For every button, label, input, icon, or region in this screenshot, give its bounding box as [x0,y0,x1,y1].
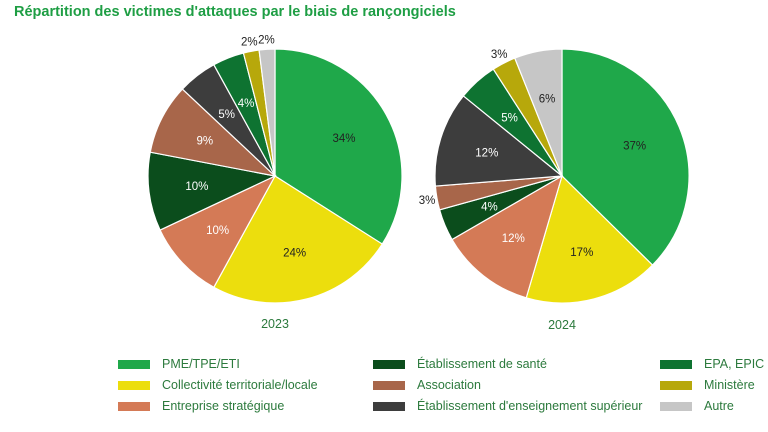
legend-swatch [373,359,405,369]
slice-data-label: 37% [623,141,646,153]
slice-data-label: 2% [258,34,275,46]
legend-label: EPA, EPIC [704,357,765,371]
pie-chart-2024: 37% 17% 12% 4% 3% 12% 5% 3% 6% 2024 [419,48,690,332]
legend-swatch [118,359,150,369]
slice-data-label: 34% [332,133,355,145]
year-label: 2024 [548,318,576,332]
pie-slice [451,174,563,299]
pie-slice [274,48,403,245]
slice-data-label: 12% [475,148,498,160]
legend-item: Collectivité territoriale/locale [118,378,318,392]
pie-slice [514,48,563,177]
legend-swatch [660,359,692,369]
legend-swatch [118,401,150,411]
legend-label: Autre [704,399,734,413]
legend-label: Établissement d'enseignement supérieur [417,399,643,413]
legend-swatch [118,380,150,390]
legend-item: Établissement de santé [373,357,547,371]
slice-data-label: 4% [238,98,255,110]
legend-item: Ministère [660,378,755,392]
pie-chart-2023: 34% 24% 10% 10% 9% 5%4% 2% 2% 2023 [147,34,403,331]
legend-label: Association [417,378,481,392]
legend-swatch [660,401,692,411]
pie-slice [258,48,276,177]
slice-data-label: 24% [283,247,306,259]
legend-item: PME/TPE/ETI [118,357,240,371]
slice-data-label: 10% [206,225,229,237]
legend-swatch [373,380,405,390]
slice-data-label: 12% [502,233,525,245]
legend-item: Établissement d'enseignement supérieur [373,399,642,413]
chart-title: Répartition des victimes d'attaques par … [14,4,456,20]
pie-slice [561,48,690,266]
slice-data-label: 5% [501,112,518,124]
legend-label: Collectivité territoriale/locale [162,378,318,392]
slice-data-label: 3% [491,49,508,61]
slice-data-label: 6% [539,94,556,106]
legend-item: EPA, EPIC [660,357,764,371]
slice-data-label: 9% [196,135,213,147]
pie-slice [159,174,277,289]
slice-data-label: 10% [185,181,208,193]
pie-slice [525,174,654,304]
legend-item: Entreprise stratégique [118,399,284,413]
pie-slice [213,175,384,304]
slice-data-label: 4% [481,201,498,213]
slice-data-label: 2% [241,36,258,48]
legend-label: Entreprise stratégique [162,399,285,413]
legend-swatch [660,380,692,390]
year-label: 2023 [261,317,289,331]
slice-data-label: 17% [570,247,593,259]
slice-data-label: 5% [218,109,235,121]
pie-slice [147,151,277,231]
legend-label: Ministère [704,378,755,392]
legend-label: PME/TPE/ETI [162,357,240,371]
legend-label: Établissement de santé [417,357,547,371]
slice-data-label: 3% [419,195,436,207]
pie-slice [434,95,564,187]
legend-item: Autre [660,399,734,413]
legend-swatch [373,401,405,411]
legend-item: Association [373,378,481,392]
